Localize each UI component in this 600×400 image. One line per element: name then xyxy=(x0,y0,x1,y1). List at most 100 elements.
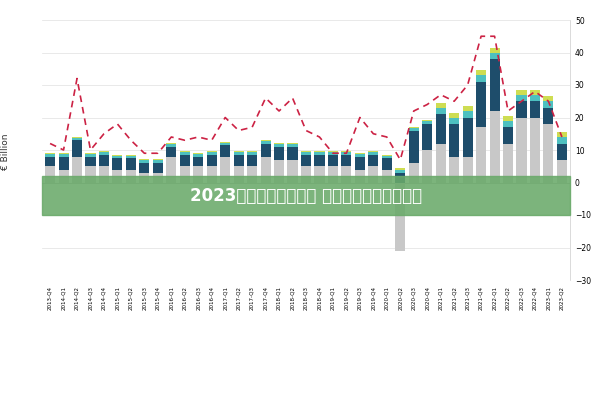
Bar xyxy=(274,143,284,144)
Bar xyxy=(301,155,311,166)
Bar xyxy=(180,166,190,182)
Bar xyxy=(463,118,473,156)
Bar xyxy=(422,121,432,124)
Bar xyxy=(139,173,149,182)
Bar xyxy=(530,101,540,118)
Bar xyxy=(180,152,190,155)
Bar xyxy=(557,132,567,137)
Bar xyxy=(382,170,392,182)
Bar xyxy=(59,154,68,156)
Bar xyxy=(45,154,55,156)
Bar xyxy=(503,116,513,121)
Bar xyxy=(166,147,176,156)
Bar xyxy=(517,101,527,118)
Bar xyxy=(274,147,284,160)
Bar xyxy=(233,155,244,166)
Bar xyxy=(490,52,500,59)
Bar xyxy=(220,156,230,182)
Bar xyxy=(368,152,379,155)
Bar xyxy=(85,166,95,182)
Bar xyxy=(476,70,486,75)
Bar xyxy=(206,151,217,152)
Bar xyxy=(220,145,230,156)
Bar xyxy=(422,150,432,182)
Bar xyxy=(341,166,352,182)
Bar xyxy=(42,176,570,215)
Bar xyxy=(260,140,271,141)
Bar xyxy=(449,113,459,118)
Bar xyxy=(247,151,257,152)
Bar xyxy=(368,151,379,152)
Bar xyxy=(368,166,379,182)
Bar xyxy=(274,160,284,182)
Bar xyxy=(166,144,176,147)
Bar xyxy=(517,90,527,95)
Bar xyxy=(59,156,68,170)
Bar xyxy=(72,138,82,140)
Bar xyxy=(153,173,163,182)
Bar xyxy=(503,144,513,182)
Bar xyxy=(436,114,446,144)
Bar xyxy=(476,75,486,82)
Bar xyxy=(193,154,203,156)
Bar xyxy=(449,118,459,124)
Bar xyxy=(463,111,473,118)
Bar xyxy=(287,160,298,182)
Bar xyxy=(557,137,567,144)
Bar xyxy=(530,118,540,182)
Bar xyxy=(193,153,203,154)
Bar xyxy=(341,151,352,152)
Text: 2023十大股票配资平台 澳门火锅加盟详情攻略: 2023十大股票配资平台 澳门火锅加盟详情攻略 xyxy=(190,186,422,204)
Bar xyxy=(180,155,190,166)
Bar xyxy=(193,156,203,166)
Bar xyxy=(99,152,109,155)
Bar xyxy=(328,151,338,152)
Bar xyxy=(247,152,257,155)
Bar xyxy=(112,156,122,158)
Bar xyxy=(301,151,311,152)
Bar xyxy=(503,127,513,144)
Bar xyxy=(72,137,82,138)
Bar xyxy=(449,124,459,156)
Bar xyxy=(233,152,244,155)
Bar xyxy=(59,153,68,154)
Bar xyxy=(233,166,244,182)
Bar xyxy=(206,166,217,182)
Bar xyxy=(206,152,217,155)
Bar xyxy=(436,108,446,114)
Bar xyxy=(368,155,379,166)
Bar xyxy=(409,130,419,163)
Bar xyxy=(355,170,365,182)
Bar xyxy=(59,170,68,182)
Bar xyxy=(544,101,553,108)
Bar xyxy=(99,155,109,166)
Bar xyxy=(490,59,500,111)
Bar xyxy=(395,182,406,251)
Bar xyxy=(503,121,513,127)
Bar xyxy=(85,154,95,156)
Bar xyxy=(126,170,136,182)
Bar xyxy=(422,124,432,150)
Bar xyxy=(166,156,176,182)
Bar xyxy=(490,111,500,182)
Bar xyxy=(557,144,567,160)
Bar xyxy=(395,173,406,182)
Bar xyxy=(517,118,527,182)
Bar xyxy=(314,155,325,166)
Bar xyxy=(382,154,392,156)
Bar xyxy=(409,128,419,130)
Bar xyxy=(72,140,82,156)
Bar xyxy=(463,156,473,182)
Bar xyxy=(395,170,406,173)
Bar xyxy=(287,143,298,144)
Bar xyxy=(436,103,446,108)
Bar xyxy=(476,82,486,127)
Bar xyxy=(247,155,257,166)
Bar xyxy=(314,151,325,152)
Bar xyxy=(112,158,122,170)
Bar xyxy=(328,155,338,166)
Bar xyxy=(233,151,244,152)
Bar xyxy=(85,153,95,154)
Bar xyxy=(166,143,176,144)
Bar xyxy=(112,154,122,156)
